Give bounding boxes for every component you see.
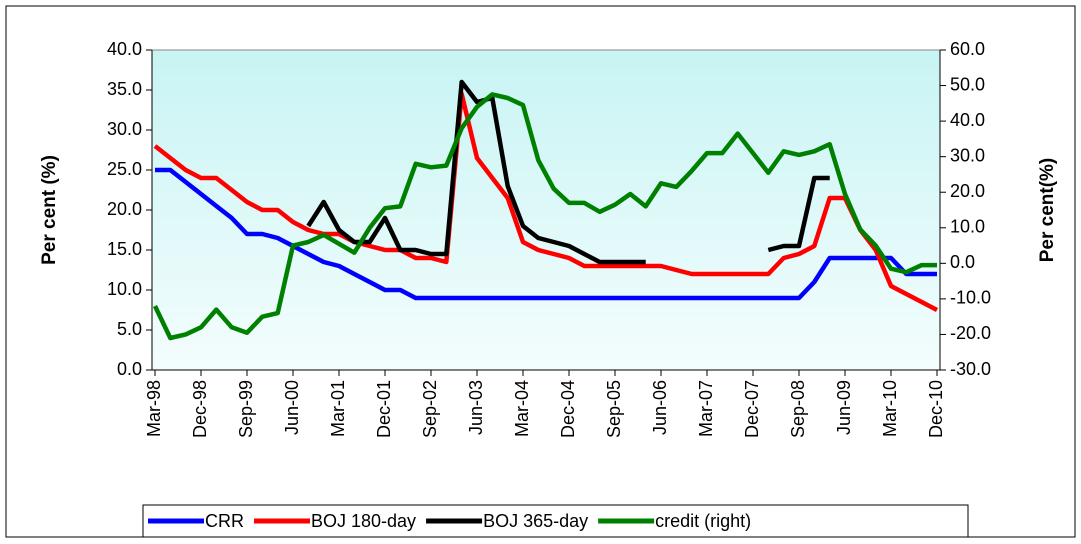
y2-tick-label: 0.0 (950, 252, 975, 272)
y-tick-label: 20.0 (107, 199, 142, 219)
y2-tick-label: -20.0 (950, 323, 991, 343)
y2-axis-title: Per cent(%) (1037, 158, 1058, 263)
x-tick-label: Jun-00 (282, 380, 302, 435)
x-tick-label: Mar-07 (696, 380, 716, 437)
x-tick-label: Mar-01 (328, 380, 348, 437)
x-tick-label: Dec-04 (558, 380, 578, 438)
y-tick-label: 0.0 (117, 359, 142, 379)
y2-tick-label: 50.0 (950, 74, 985, 94)
x-tick-label: Jun-03 (466, 380, 486, 435)
y-tick-label: 30.0 (107, 119, 142, 139)
x-tick-label: Jun-09 (834, 380, 854, 435)
x-tick-label: Dec-07 (742, 380, 762, 438)
y2-tick-label: -10.0 (950, 288, 991, 308)
y-tick-label: 25.0 (107, 159, 142, 179)
x-tick-label: Sep-99 (236, 380, 256, 438)
legend-label: BOJ 180-day (311, 511, 416, 531)
y-tick-label: 10.0 (107, 279, 142, 299)
legend-label: CRR (205, 511, 244, 531)
x-tick-label: Sep-05 (604, 380, 624, 438)
y2-tick-label: 10.0 (950, 217, 985, 237)
y2-tick-label: 60.0 (950, 39, 985, 59)
x-tick-label: Jun-06 (650, 380, 670, 435)
y2-tick-label: -30.0 (950, 359, 991, 379)
y2-tick-label: 30.0 (950, 145, 985, 165)
x-tick-label: Dec-01 (374, 380, 394, 438)
y2-tick-label: 40.0 (950, 110, 985, 130)
x-tick-label: Mar-10 (880, 380, 900, 437)
x-tick-label: Mar-98 (144, 380, 164, 437)
series-line (153, 91, 939, 312)
x-tick-label: Mar-04 (512, 380, 532, 437)
y-axis-title: Per cent (%) (39, 155, 60, 265)
y-tick-label: 35.0 (107, 79, 142, 99)
x-tick-label: Sep-02 (420, 380, 440, 438)
x-tick-label: Sep-08 (788, 380, 808, 438)
series-line (152, 92, 937, 341)
x-tick-label: Dec-10 (926, 380, 946, 438)
legend-label: BOJ 365-day (483, 511, 588, 531)
series-line (155, 167, 937, 301)
y2-tick-label: 20.0 (950, 181, 985, 201)
y-tick-label: 15.0 (107, 239, 142, 259)
y-tick-label: 40.0 (107, 39, 142, 59)
series-line (306, 79, 830, 265)
x-tick-label: Dec-98 (190, 380, 210, 438)
legend-label: credit (right) (655, 511, 751, 531)
y-tick-label: 5.0 (117, 319, 142, 339)
